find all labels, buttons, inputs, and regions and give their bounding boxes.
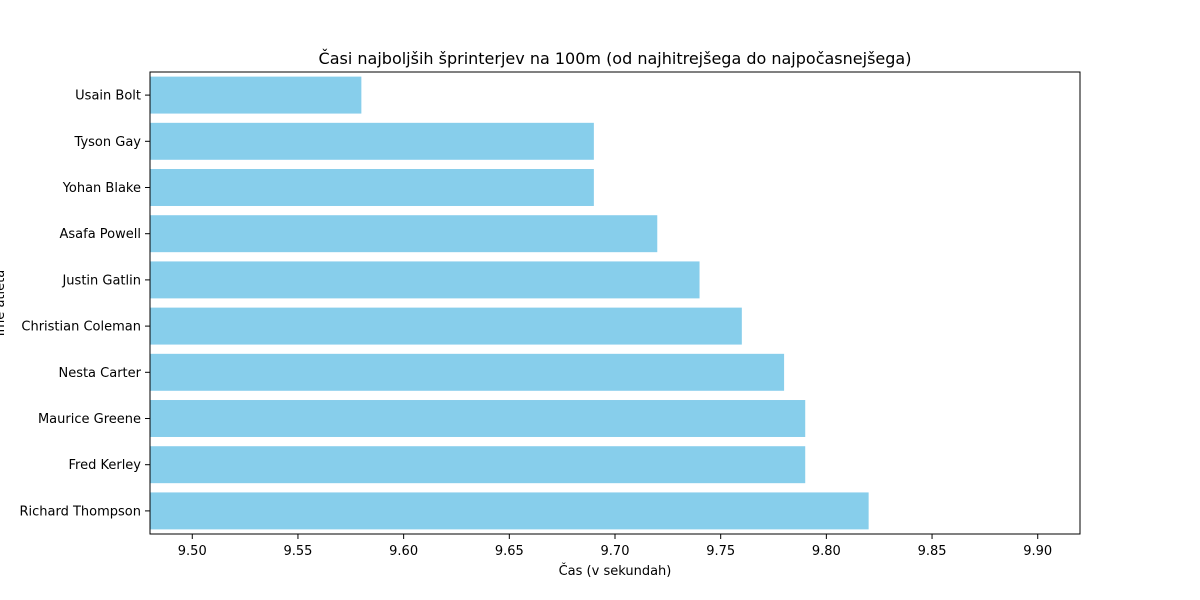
bars <box>150 76 869 530</box>
plot-frame <box>149 71 1081 535</box>
x-axis: 9.50 9.55 9.60 9.65 9.70 9.75 9.80 9.85 9.90 <box>178 534 1052 559</box>
y-tick-label: Usain Bolt <box>75 89 141 104</box>
y-tick-label: Yohan Blake <box>62 181 141 196</box>
x-axis-label: Čas (v sekundah) <box>559 563 672 579</box>
bar-christian-coleman <box>150 307 742 345</box>
x-tick-label: 9.75 <box>706 544 735 559</box>
x-tick-label: 9.60 <box>389 544 418 559</box>
y-tick-label: Nesta Carter <box>58 366 141 381</box>
bar-justin-gatlin <box>150 261 700 299</box>
y-tick-label: Christian Coleman <box>21 320 141 335</box>
bar-nesta-carter <box>150 353 785 391</box>
bar-richard-thompson <box>150 492 869 530</box>
bar-tyson-gay <box>150 122 594 160</box>
x-tick-label: 9.70 <box>601 544 630 559</box>
y-tick-label: Tyson Gay <box>74 135 142 150</box>
x-tick-label: 9.90 <box>1023 544 1052 559</box>
bar-asafa-powell <box>150 215 658 253</box>
y-axis-label: Ime atleta <box>0 270 8 336</box>
x-tick-label: 9.65 <box>495 544 524 559</box>
bar-yohan-blake <box>150 169 594 206</box>
y-tick-label: Fred Kerley <box>69 458 142 473</box>
y-tick-label: Asafa Powell <box>60 227 142 242</box>
x-tick-label: 9.50 <box>178 544 207 559</box>
x-tick-label: 9.80 <box>812 544 841 559</box>
chart-title: Časi najboljših šprinterjev na 100m (od … <box>319 49 912 68</box>
y-tick-label: Maurice Greene <box>38 412 141 427</box>
x-tick-label: 9.55 <box>283 544 312 559</box>
bar-fred-kerley <box>150 446 806 484</box>
y-axis: Usain Bolt Tyson Gay Yohan Blake Asafa Powe… <box>19 89 150 519</box>
bar-maurice-greene <box>150 400 806 437</box>
bar-usain-bolt <box>150 76 362 114</box>
x-tick-label: 9.85 <box>918 544 947 559</box>
y-tick-label: Richard Thompson <box>19 504 141 519</box>
y-tick-label: Justin Gatlin <box>61 273 141 288</box>
